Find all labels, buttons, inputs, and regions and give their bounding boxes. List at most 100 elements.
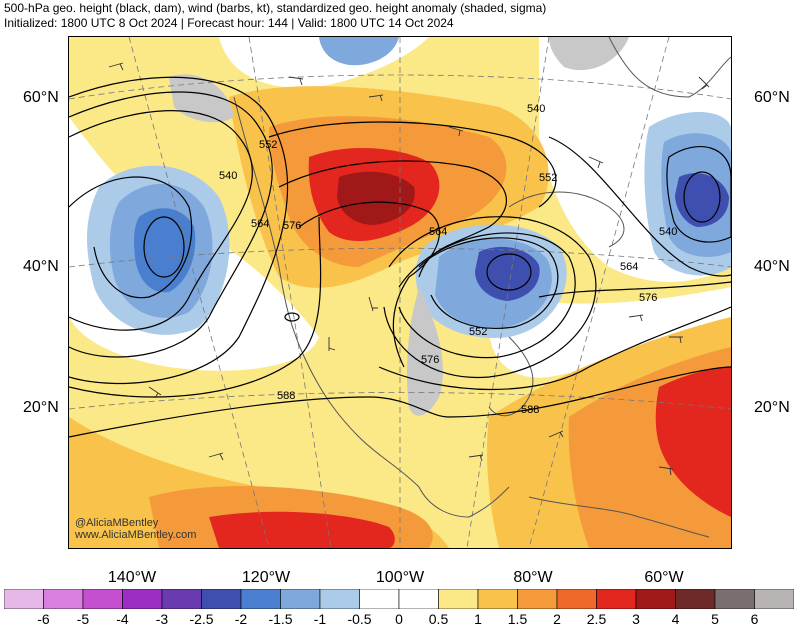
- lon-label-100w: 100°W: [375, 569, 425, 586]
- contour-564: [548, 136, 731, 277]
- wind-barb: [658, 466, 674, 476]
- colorbar-tick-label: 5: [711, 611, 719, 627]
- low-center-ring: [143, 216, 185, 278]
- height-contours: [69, 76, 731, 438]
- coastlines: [233, 37, 731, 538]
- wind-barb: [288, 76, 304, 86]
- contour-576: [298, 201, 440, 368]
- colorbar-tick-label: -0.5: [347, 611, 372, 627]
- coastline: [418, 486, 510, 518]
- longitude-line: [528, 37, 670, 548]
- contour-label: 552: [539, 172, 557, 184]
- colorbar-tick-label: -3: [155, 611, 169, 627]
- colorbar-tick-label: 0.5: [428, 611, 449, 627]
- colorbar-swatch: [596, 589, 637, 609]
- lat-label-20n-right: 20°N: [754, 399, 790, 416]
- colorbar-tick-label: -5: [76, 611, 90, 627]
- colorbar-swatch: [714, 589, 755, 609]
- contour-588: [69, 366, 731, 438]
- longitude-line: [466, 37, 550, 548]
- watermark: @AliciaMBentley www.AliciaMBentley.com: [75, 517, 196, 541]
- colorbar-tick-label: -1.5: [268, 611, 293, 627]
- wind-barbs: [108, 62, 710, 476]
- wind-barb: [468, 454, 484, 462]
- lat-label-20n-left: 20°N: [23, 399, 59, 416]
- colorbar-swatch: [517, 589, 558, 609]
- lat-label-60n-right: 60°N: [754, 89, 790, 106]
- map-panel: 540 552 540 564 576 564 552 540 564 576 …: [68, 36, 732, 549]
- wind-barb: [368, 296, 378, 312]
- contour-label: 576: [639, 292, 657, 304]
- contour-540: [666, 146, 731, 243]
- anomaly-hot-region: [209, 511, 395, 548]
- contour-label: 540: [219, 170, 237, 182]
- contour-labels: 540 552 540 564 576 564 552 540 564 576 …: [219, 103, 677, 416]
- contour-552: [268, 121, 557, 208]
- lon-label-60w: 60°W: [644, 569, 684, 586]
- colorbar-tick-label: -4: [116, 611, 129, 627]
- chart-title: 500-hPa geo. height (black, dam), wind (…: [4, 1, 547, 15]
- contour-label: 588: [277, 390, 295, 402]
- colorbar-swatch: [635, 589, 676, 609]
- latitude-line: [69, 247, 731, 268]
- colorbar-tick-label: 1: [474, 611, 482, 627]
- colorbar-swatch: [754, 589, 794, 609]
- wind-barb: [328, 337, 336, 351]
- colorbar-tick-label: -6: [37, 611, 50, 627]
- coastline: [233, 96, 420, 488]
- anomaly-shading: [69, 37, 731, 548]
- contour-552: [398, 232, 576, 359]
- wind-barb: [669, 336, 683, 344]
- colorbar-tick-label: 4: [671, 611, 680, 627]
- contour-576: [378, 306, 731, 391]
- colorbar-tick-label: 6: [750, 611, 759, 627]
- colorbar-swatch: [82, 589, 123, 609]
- colorbar-tick-label: 3: [632, 611, 640, 627]
- contour-label: 564: [429, 226, 447, 238]
- wind-barb: [448, 126, 464, 137]
- contour-552: [418, 237, 559, 329]
- contour-564: [383, 216, 597, 379]
- colorbar: [4, 589, 794, 609]
- contour-540: [69, 176, 193, 299]
- lat-label-40n-left: 40°N: [23, 258, 59, 275]
- lon-label-120w: 120°W: [241, 569, 291, 586]
- wind-barb: [698, 76, 710, 90]
- contour-label: 564: [620, 261, 638, 273]
- coastline: [488, 336, 534, 417]
- colorbar-tick-label: -2: [234, 611, 248, 627]
- contour-576: [69, 216, 322, 398]
- colorbar-tick-label: -2.5: [189, 611, 214, 627]
- wind-barb: [368, 94, 384, 102]
- colorbar-tick-label: 2.5: [586, 611, 607, 627]
- anomaly-max-region: [337, 171, 415, 225]
- colorbar-swatch: [556, 589, 597, 609]
- land-mask-gray: [549, 37, 629, 71]
- contour-label: 564: [251, 218, 269, 230]
- colorbar-tick-label: 1.5: [507, 611, 528, 627]
- colorbar-swatch: [675, 589, 716, 609]
- contour-552: [69, 91, 273, 358]
- colorbar-swatch: [319, 589, 360, 609]
- coastline: [608, 37, 731, 98]
- low-center-ring: [284, 312, 300, 322]
- longitude-line: [128, 37, 270, 548]
- low-centers: [143, 171, 721, 322]
- colorbar-swatch: [4, 589, 44, 609]
- colorbar-tick-label: 0: [395, 611, 403, 627]
- contour-label: 576: [421, 354, 439, 366]
- wind-barb: [148, 386, 162, 399]
- contour-label: 552: [469, 326, 487, 338]
- wind-barb: [628, 314, 644, 322]
- colorbar-swatch: [280, 589, 321, 609]
- land-mask-gray: [169, 74, 234, 123]
- watermark-handle: @AliciaMBentley: [75, 517, 159, 529]
- colorbar-tick-label: -1: [313, 611, 327, 627]
- colorbar-swatch: [359, 589, 400, 609]
- anomaly-cold-region: [319, 37, 399, 66]
- anomaly-hot-region: [655, 367, 731, 517]
- contour-label: 588: [521, 404, 539, 416]
- wind-barb: [208, 452, 224, 461]
- watermark-url: www.AliciaMBentley.com: [75, 529, 197, 541]
- map-graphic: 540 552 540 564 576 564 552 540 564 576 …: [69, 37, 731, 548]
